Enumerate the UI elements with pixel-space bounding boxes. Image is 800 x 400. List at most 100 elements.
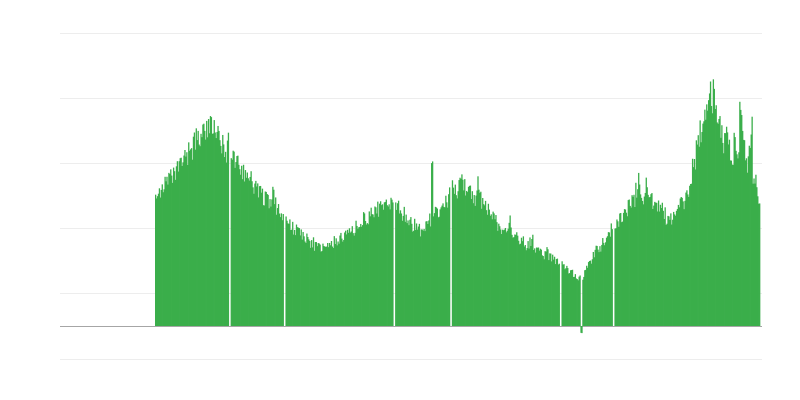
bar <box>485 210 488 326</box>
bar <box>443 206 445 326</box>
bar <box>703 121 705 326</box>
bar <box>397 203 399 326</box>
bar <box>243 181 246 326</box>
bar <box>295 224 298 326</box>
bar <box>368 211 370 326</box>
bar <box>698 146 700 326</box>
bar <box>505 232 508 326</box>
bar <box>387 206 389 326</box>
bar <box>431 163 433 326</box>
plot-area <box>155 0 761 400</box>
bar <box>186 152 188 326</box>
bar <box>380 205 383 326</box>
bar <box>641 200 644 326</box>
bar <box>705 119 707 326</box>
bar <box>741 115 743 326</box>
bar <box>470 198 473 326</box>
bar <box>291 229 293 326</box>
bar <box>751 116 753 326</box>
bar <box>585 269 587 326</box>
bar <box>369 216 371 326</box>
bar <box>343 239 345 326</box>
bar <box>699 120 701 327</box>
bar <box>248 180 250 326</box>
bar <box>430 226 432 326</box>
bar <box>500 229 502 326</box>
bar <box>196 140 198 326</box>
bar <box>602 238 604 326</box>
bar <box>307 237 309 326</box>
bar <box>350 231 352 326</box>
bar <box>382 209 385 326</box>
bar <box>626 216 629 326</box>
bar <box>711 113 714 326</box>
bar <box>677 204 680 326</box>
bar <box>697 135 699 326</box>
bar <box>627 200 629 326</box>
bar <box>322 243 324 326</box>
bar <box>562 264 564 326</box>
bar <box>575 278 577 326</box>
bar <box>274 204 276 326</box>
bar <box>745 158 748 326</box>
bar <box>671 224 673 326</box>
bar <box>396 209 398 326</box>
bar <box>643 196 646 326</box>
bar <box>345 234 348 326</box>
bar <box>499 226 501 326</box>
bar <box>446 202 448 326</box>
bar <box>532 234 534 326</box>
bar <box>515 234 517 326</box>
bar <box>542 256 544 326</box>
bar <box>367 224 369 326</box>
bar <box>483 204 485 326</box>
bar <box>206 137 209 326</box>
bar <box>187 164 189 326</box>
bar <box>704 109 706 327</box>
bar <box>347 232 350 326</box>
bar <box>709 81 712 326</box>
bar <box>222 134 224 326</box>
bar <box>565 268 567 326</box>
bar <box>410 217 412 326</box>
bar <box>317 243 319 326</box>
bar <box>188 142 190 326</box>
bar <box>662 210 664 326</box>
bar <box>293 234 295 326</box>
bar <box>753 178 755 326</box>
bar <box>444 207 446 326</box>
bar <box>158 188 161 326</box>
bar <box>690 183 693 326</box>
bar <box>325 246 327 326</box>
bar <box>216 131 218 326</box>
bar <box>595 245 597 326</box>
bar <box>707 110 709 326</box>
bar <box>364 220 367 326</box>
bar <box>712 79 715 326</box>
bar <box>236 156 238 326</box>
bar <box>239 169 241 326</box>
bar <box>178 161 180 326</box>
bar <box>296 227 299 326</box>
bar <box>500 234 503 326</box>
bar <box>634 207 636 326</box>
bar <box>156 196 159 326</box>
bar <box>488 209 490 326</box>
bar <box>384 201 387 326</box>
bar <box>535 247 538 326</box>
bar <box>683 209 685 326</box>
bar <box>238 164 240 326</box>
bar <box>607 232 610 326</box>
bar <box>200 133 202 326</box>
bar <box>639 194 642 326</box>
bar <box>647 194 649 326</box>
bar <box>359 226 361 326</box>
bar <box>706 104 708 327</box>
bar <box>582 279 584 326</box>
bar <box>306 233 308 326</box>
bar <box>442 203 444 326</box>
bar <box>190 148 193 326</box>
bar <box>732 164 734 326</box>
bar <box>400 213 403 326</box>
bar <box>378 216 380 326</box>
